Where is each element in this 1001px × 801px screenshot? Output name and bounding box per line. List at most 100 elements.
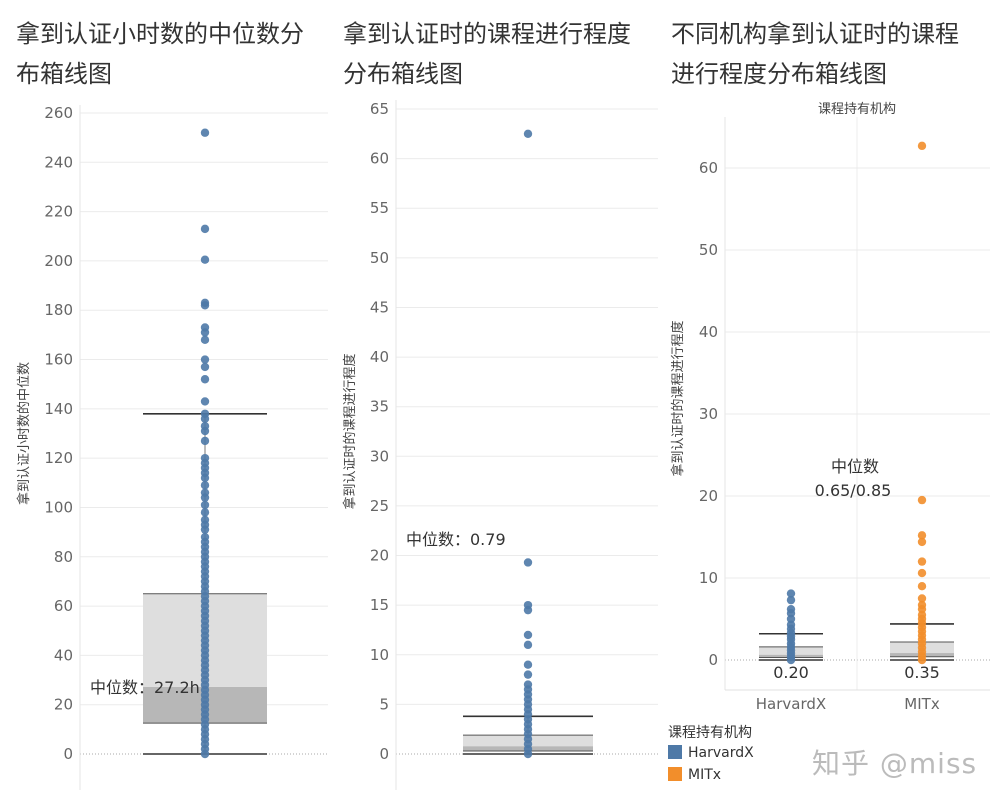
chart1-ytick-label: 0 [63, 745, 73, 763]
chart3-mitx-point [917, 594, 927, 603]
chart2-ytick-label: 25 [370, 497, 389, 515]
chart2-ytick-label: 65 [370, 100, 389, 118]
chart2-point [523, 660, 533, 669]
chart1-point [200, 301, 210, 310]
chart1-point [200, 493, 210, 502]
chart2-ytick-label: 20 [370, 547, 389, 565]
chart2-point [523, 749, 533, 759]
chart2-point [523, 670, 533, 679]
chart3-mitx-point [917, 568, 927, 578]
chart3-median-annotation-values: 0.65/0.85 [815, 481, 892, 500]
chart3-ytick-label: 50 [699, 241, 718, 259]
chart1-point [200, 335, 210, 345]
chart2-title: 拿到认证时的课程进行程度分布箱线图 [343, 20, 631, 88]
chart3-harvardx-point [786, 655, 796, 665]
chart1-median-annotation: 中位数：27.2h [90, 678, 200, 697]
chart3-mitx-point [917, 531, 927, 540]
chart1-ytick-label: 160 [44, 351, 73, 369]
chart3-mitx-point [917, 604, 927, 614]
chart1-ytick-label: 40 [54, 646, 73, 664]
chart1-ytick-label: 200 [44, 252, 73, 270]
chart3-median-annotation-title: 中位数 [831, 457, 879, 476]
chart1-point [200, 355, 210, 364]
chart3-ytick-label: 20 [699, 487, 718, 505]
chart1-point [200, 224, 210, 234]
legend-swatch-mitx [668, 767, 682, 781]
chart1-ytick-label: 240 [44, 153, 73, 171]
legend-label-mitx: MITx [688, 767, 722, 783]
chart1-point [200, 500, 210, 510]
chart2-ytick-label: 40 [370, 348, 389, 366]
chart1-ytick-label: 140 [44, 400, 73, 418]
chart2-point [523, 605, 533, 615]
chart3-mitx-point [917, 582, 927, 591]
chart3-ytick-label: 10 [699, 569, 718, 587]
legend-swatch-harvardx [668, 745, 682, 759]
chart1-ytick-label: 100 [44, 498, 73, 516]
chart1-point [200, 128, 210, 137]
chart1-point [200, 414, 210, 423]
chart1-point [200, 328, 210, 337]
chart2-point [523, 129, 533, 139]
chart1-y-axis-title: 拿到认证小时数的中位数 [16, 362, 32, 505]
legend-title: 课程持有机构 [668, 725, 752, 741]
chart2-ytick-label: 55 [370, 199, 389, 217]
chart1-point [200, 508, 210, 517]
chart3-ytick-label: 0 [708, 651, 718, 669]
chart2-ytick-label: 10 [370, 646, 389, 664]
chart3-category-label-mitx: MITx [904, 695, 940, 713]
chart3-x-axis-header: 课程持有机构 [818, 102, 896, 117]
chart2-median-annotation: 中位数：0.79 [406, 530, 506, 549]
legend-label-harvardx: HarvardX [688, 745, 754, 761]
chart1-ytick-label: 260 [44, 104, 73, 122]
chart3-harvardx-median-label: 0.20 [773, 663, 809, 682]
chart1-point [200, 362, 210, 372]
chart3-harvardx-point [786, 614, 796, 624]
chart2-point [523, 630, 533, 640]
chart1-point [200, 375, 210, 384]
chart3-category-label-harvardx: HarvardX [756, 695, 826, 713]
chart1-ytick-label: 180 [44, 301, 73, 319]
chart1-point [200, 426, 210, 436]
chart3-mitx-point [917, 495, 927, 505]
chart1-title: 拿到认证小时数的中位数分布箱线图 [16, 20, 304, 88]
chart2-point [523, 640, 533, 650]
chart2-point [523, 558, 533, 567]
chart1-point [200, 481, 210, 490]
chart1-ytick-label: 220 [44, 203, 73, 221]
chart3-harvardx-point [786, 595, 796, 605]
chart2-y-axis-title: 拿到认证时的课程进行程度 [342, 353, 358, 509]
chart3-mitx-point [917, 655, 927, 665]
chart3-mitx-point [917, 537, 927, 547]
chart2-ytick-label: 0 [379, 745, 389, 763]
chart1-point [200, 473, 210, 483]
legend-item-mitx[interactable]: MITx [668, 766, 721, 784]
chart1-ytick-label: 60 [54, 597, 73, 615]
chart2-ytick-label: 60 [370, 150, 389, 168]
watermark: 知乎 @miss [812, 747, 978, 780]
chart1-ytick-label: 120 [44, 449, 73, 467]
legend-item-harvardx[interactable]: HarvardX [668, 744, 754, 762]
chart1-ytick-label: 80 [54, 548, 73, 566]
chart3-harvardx-point [786, 589, 796, 598]
chart1-ytick-label: 20 [54, 696, 73, 714]
chart2-ytick-label: 45 [370, 298, 389, 316]
chart3-mitx-median-label: 0.35 [904, 663, 940, 682]
chart3-mitx-point [917, 141, 927, 151]
chart2-ytick-label: 5 [379, 695, 389, 713]
chart3-mitx-point [917, 557, 927, 566]
chart3-harvardx-point [786, 609, 796, 618]
chart1-point [200, 255, 210, 264]
chart3-ytick-label: 40 [699, 323, 718, 341]
chart1-point [200, 397, 210, 406]
chart1-point [200, 525, 210, 534]
chart2-ytick-label: 30 [370, 447, 389, 465]
chart2-ytick-label: 50 [370, 249, 389, 267]
chart3-ytick-label: 60 [699, 159, 718, 177]
chart2-ytick-label: 35 [370, 398, 389, 416]
chart3-y-axis-title: 拿到认证时的课程进行程度 [670, 320, 686, 476]
chart3-title: 不同机构拿到认证时的课程进行程度分布箱线图 [671, 20, 959, 88]
chart2-ytick-label: 15 [370, 596, 389, 614]
chart1-point [200, 749, 210, 759]
